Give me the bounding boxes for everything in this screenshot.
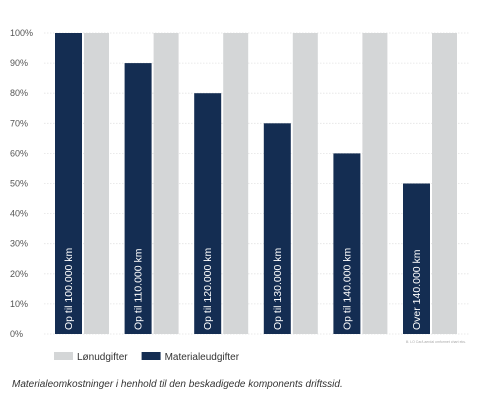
y-tick-label: 100%	[10, 28, 33, 38]
bar-labels: Op til 100.000 km Op til 110.000 km Op til…	[63, 247, 423, 330]
category-label: Over 140.000 km	[411, 249, 423, 330]
bar-lonudgifter	[153, 33, 179, 334]
legend: Lønudgifter Materialeudgifter	[54, 352, 240, 363]
y-axis-ticks: 0% 10% 20% 30% 40% 50% 60% 70% 80% 90% 100%	[10, 28, 33, 339]
bar-materialeudgifter	[55, 33, 82, 334]
category-label: Op til 120.000 km	[202, 247, 214, 330]
figure-caption: Materialeomkostninger i henhold til den …	[12, 379, 343, 390]
y-tick-label: 80%	[10, 88, 28, 98]
bar-lonudgifter	[292, 33, 318, 334]
bar-lonudgifter	[432, 33, 457, 334]
bar-materialeudgifter	[263, 123, 291, 334]
bar-materialeudgifter	[194, 93, 222, 334]
y-tick-label: 40%	[10, 209, 28, 219]
bar-lonudgifter	[223, 33, 249, 334]
y-tick-label: 70%	[10, 118, 28, 128]
bar-materialeudgifter	[403, 183, 430, 334]
y-tick-label: 60%	[10, 148, 28, 158]
bar-lonudgifter	[362, 33, 388, 334]
category-label: Op til 130.000 km	[272, 247, 284, 330]
y-tick-label: 0%	[10, 329, 23, 339]
gridlines	[44, 32, 470, 335]
y-tick-label: 10%	[10, 299, 28, 309]
y-tick-label: 20%	[10, 269, 28, 279]
bar-lonudgifter	[84, 33, 109, 334]
category-label: Op til 140.000 km	[341, 247, 353, 330]
y-tick-label: 90%	[10, 58, 28, 68]
legend-swatch	[141, 352, 161, 360]
category-label: Op til 100.000 km	[63, 247, 75, 330]
y-tick-label: 30%	[10, 239, 28, 249]
y-tick-label: 50%	[10, 179, 28, 189]
legend-label: Materialeudgifter	[165, 352, 240, 363]
bars	[55, 33, 457, 334]
bar-materialeudgifter	[124, 63, 152, 334]
bar-materialeudgifter	[333, 153, 361, 334]
category-label: Op til 110.000 km	[133, 248, 145, 330]
legend-label: Lønudgifter	[77, 352, 128, 363]
legend-swatch	[54, 352, 73, 360]
image-credit: Ill. LO Car/Laerdal omformet chart eks.	[406, 340, 466, 344]
